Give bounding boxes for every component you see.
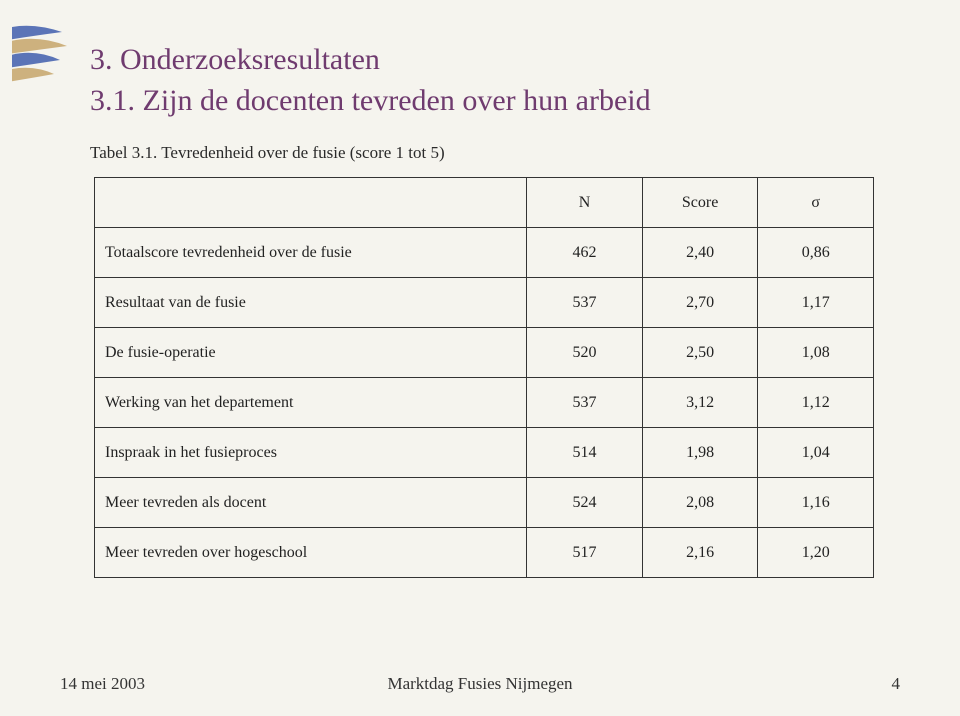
slide-title: 3. Onderzoeksresultaten 3.1. Zijn de doc…: [90, 40, 900, 121]
cell-n: 514: [527, 428, 643, 478]
cell-n: 537: [527, 278, 643, 328]
cell-sigma: 0,86: [758, 228, 874, 278]
cell-n: 462: [527, 228, 643, 278]
corner-decoration: [12, 20, 72, 140]
row-label: De fusie-operatie: [95, 328, 527, 378]
slide: 3. Onderzoeksresultaten 3.1. Zijn de doc…: [0, 0, 960, 716]
table-row: Resultaat van de fusie 537 2,70 1,17: [95, 278, 874, 328]
row-label: Resultaat van de fusie: [95, 278, 527, 328]
footer-page-number: 4: [892, 674, 901, 694]
cell-sigma: 1,20: [758, 528, 874, 578]
cell-n: 537: [527, 378, 643, 428]
table-caption: Tabel 3.1. Tevredenheid over de fusie (s…: [90, 143, 900, 163]
cell-sigma: 1,12: [758, 378, 874, 428]
cell-sigma: 1,16: [758, 478, 874, 528]
table-row: Totaalscore tevredenheid over de fusie 4…: [95, 228, 874, 278]
cell-sigma: 1,04: [758, 428, 874, 478]
row-label: Inspraak in het fusieproces: [95, 428, 527, 478]
title-line-1: 3. Onderzoeksresultaten: [90, 43, 380, 76]
cell-score: 2,16: [642, 528, 758, 578]
table-row: Meer tevreden als docent 524 2,08 1,16: [95, 478, 874, 528]
cell-score: 1,98: [642, 428, 758, 478]
results-table: N Score σ Totaalscore tevredenheid over …: [94, 177, 874, 578]
cell-score: 3,12: [642, 378, 758, 428]
table-header-row: N Score σ: [95, 178, 874, 228]
cell-n: 524: [527, 478, 643, 528]
title-line-2: 3.1. Zijn de docenten tevreden over hun …: [90, 84, 651, 117]
cell-score: 2,40: [642, 228, 758, 278]
footer-date: 14 mei 2003: [60, 674, 145, 694]
row-label: Totaalscore tevredenheid over de fusie: [95, 228, 527, 278]
footer-event: Marktdag Fusies Nijmegen: [60, 674, 900, 694]
col-header-sigma: σ: [758, 178, 874, 228]
cell-sigma: 1,17: [758, 278, 874, 328]
cell-score: 2,50: [642, 328, 758, 378]
cell-n: 517: [527, 528, 643, 578]
table-row: Werking van het departement 537 3,12 1,1…: [95, 378, 874, 428]
cell-score: 2,08: [642, 478, 758, 528]
cell-score: 2,70: [642, 278, 758, 328]
row-label: Meer tevreden over hogeschool: [95, 528, 527, 578]
table-row: Meer tevreden over hogeschool 517 2,16 1…: [95, 528, 874, 578]
slide-footer: 14 mei 2003 Marktdag Fusies Nijmegen 4: [60, 674, 900, 694]
row-label: Werking van het departement: [95, 378, 527, 428]
col-header-n: N: [527, 178, 643, 228]
table-row: De fusie-operatie 520 2,50 1,08: [95, 328, 874, 378]
col-header-empty: [95, 178, 527, 228]
table-row: Inspraak in het fusieproces 514 1,98 1,0…: [95, 428, 874, 478]
cell-n: 520: [527, 328, 643, 378]
col-header-score: Score: [642, 178, 758, 228]
row-label: Meer tevreden als docent: [95, 478, 527, 528]
cell-sigma: 1,08: [758, 328, 874, 378]
